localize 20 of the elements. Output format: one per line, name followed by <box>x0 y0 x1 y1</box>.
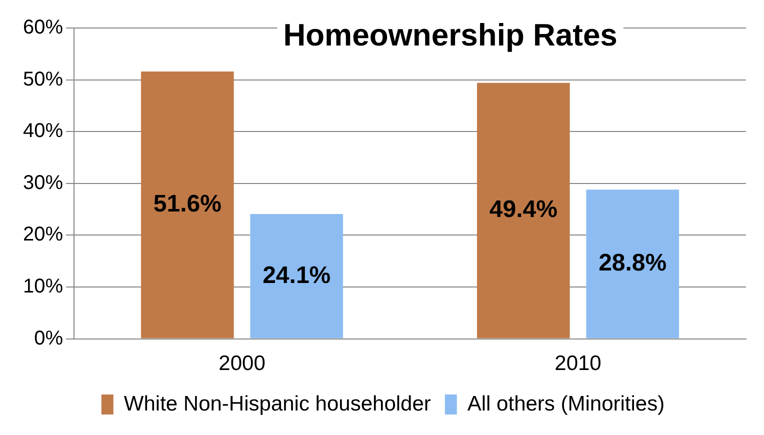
y-tick-label: 30% <box>23 172 64 194</box>
y-tick-label: 60% <box>23 16 64 39</box>
legend-label: All others (Minorities) <box>467 392 665 416</box>
y-tick-label: 40% <box>23 120 64 142</box>
y-tick-label: 10% <box>23 276 64 298</box>
data-label: 49.4% <box>489 196 558 224</box>
bar <box>250 214 344 338</box>
y-tick-label: 0% <box>34 327 64 350</box>
data-label: 28.8% <box>598 250 667 277</box>
y-tick-label: 20% <box>23 224 64 246</box>
y-tick-label: 50% <box>23 68 64 90</box>
data-label: 24.1% <box>262 262 331 289</box>
chart-title: Homeownership Rates <box>283 18 618 53</box>
bar <box>586 190 680 338</box>
bar <box>141 72 234 338</box>
bar <box>477 82 570 338</box>
x-tick-label: 2000 <box>218 352 266 376</box>
x-tick-label: 2010 <box>554 352 602 376</box>
data-label: 51.6% <box>153 190 222 218</box>
legend-label: White Non-Hispanic householder <box>124 392 431 416</box>
